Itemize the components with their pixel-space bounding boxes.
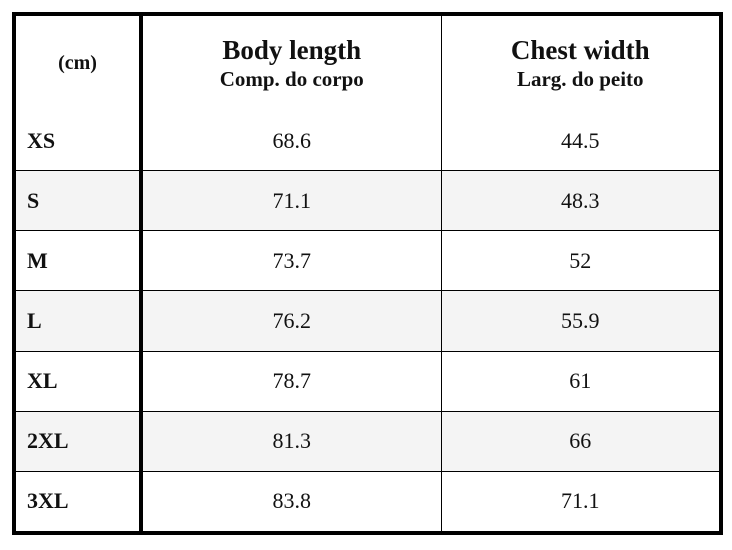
unit-header: (cm) — [16, 16, 143, 111]
size-cell: 3XL — [16, 471, 143, 531]
chest-width-cell: 52 — [441, 230, 719, 292]
column-subtitle: Larg. do peito — [516, 66, 644, 91]
column-subtitle: Comp. do corpo — [219, 66, 364, 91]
chest-width-cell: 48.3 — [441, 170, 719, 232]
chest-width-cell: 55.9 — [441, 290, 719, 352]
size-cell: L — [16, 290, 143, 352]
column-header-chest-width: Chest width Larg. do peito — [441, 16, 719, 111]
table-row: XL 78.7 61 — [16, 351, 719, 412]
size-cell: XS — [16, 111, 143, 172]
size-table: (cm) Body length Comp. do corpo Chest wi… — [16, 16, 719, 531]
body-length-cell: 68.6 — [141, 111, 442, 172]
size-cell: XL — [16, 351, 143, 412]
table-row: S 71.1 48.3 — [16, 170, 719, 232]
chest-width-cell: 66 — [441, 411, 719, 472]
table-row: L 76.2 55.9 — [16, 290, 719, 352]
table-row: M 73.7 52 — [16, 230, 719, 292]
size-cell: M — [16, 230, 143, 292]
body-length-cell: 76.2 — [141, 290, 442, 352]
chest-width-cell: 44.5 — [441, 111, 719, 172]
size-chart: (cm) Body length Comp. do corpo Chest wi… — [12, 12, 723, 535]
header-row: (cm) Body length Comp. do corpo Chest wi… — [16, 16, 719, 111]
size-cell: S — [16, 170, 143, 232]
body-length-cell: 83.8 — [141, 471, 442, 531]
chest-width-cell: 61 — [441, 351, 719, 412]
table-row: 2XL 81.3 66 — [16, 411, 719, 472]
column-title: Chest width — [510, 34, 650, 65]
column-header-body-length: Body length Comp. do corpo — [141, 16, 442, 111]
table-row: XS 68.6 44.5 — [16, 111, 719, 172]
table-row: 3XL 83.8 71.1 — [16, 471, 719, 531]
column-title: Body length — [222, 34, 362, 65]
body-length-cell: 78.7 — [141, 351, 442, 412]
chest-width-cell: 71.1 — [561, 488, 600, 514]
body-length-cell: 71.1 — [141, 170, 442, 232]
body-length-cell: 81.3 — [141, 411, 442, 472]
size-cell: 2XL — [16, 411, 143, 472]
body-length-cell: 73.7 — [141, 230, 442, 292]
